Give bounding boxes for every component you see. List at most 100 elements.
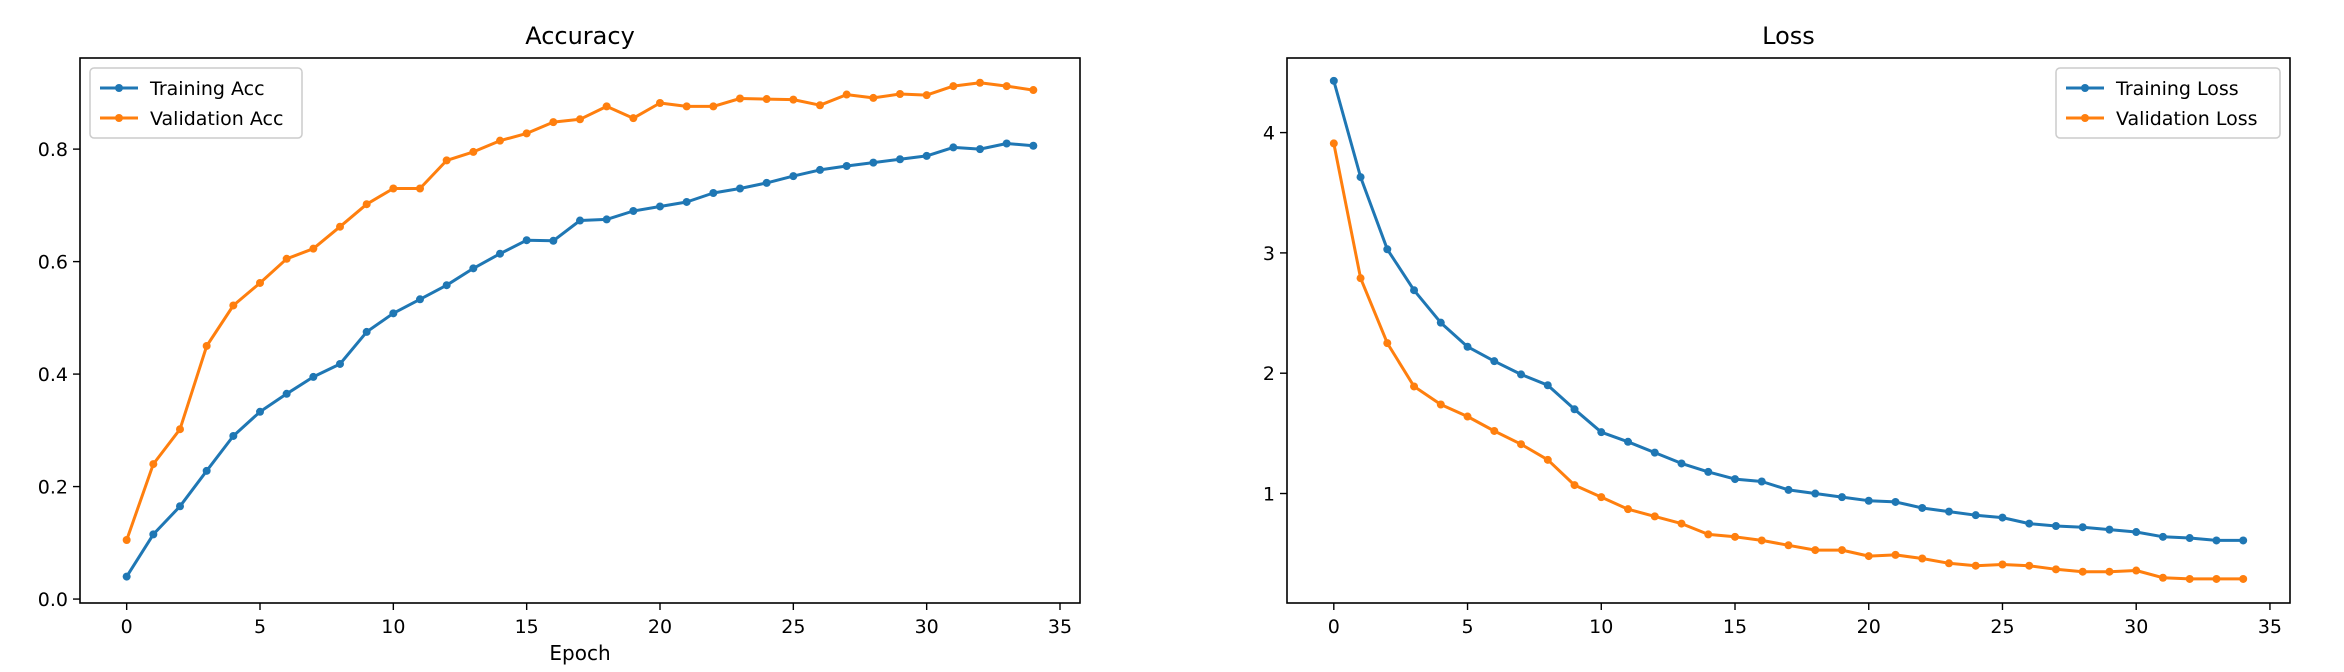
loss-legend-label: Training Loss bbox=[2115, 78, 2239, 100]
accuracy-data-point bbox=[282, 254, 291, 263]
accuracy-x-tick-label: 5 bbox=[254, 616, 266, 638]
loss-data-point bbox=[1837, 493, 1846, 502]
accuracy-data-point bbox=[709, 188, 718, 197]
accuracy-data-point bbox=[736, 94, 744, 103]
loss-x-tick-label: 25 bbox=[1990, 616, 2014, 638]
loss-data-point bbox=[1864, 552, 1873, 561]
loss-data-point bbox=[2051, 522, 2060, 531]
loss-axes-frame bbox=[1286, 57, 2291, 604]
accuracy-data-point bbox=[309, 244, 318, 253]
accuracy-data-point bbox=[389, 184, 398, 193]
accuracy-x-tick-label: 30 bbox=[915, 616, 939, 638]
accuracy-y-tick-label: 0.4 bbox=[38, 364, 68, 386]
loss-data-point bbox=[1463, 342, 1472, 351]
accuracy-data-point bbox=[842, 161, 851, 170]
loss-data-point bbox=[1517, 370, 1526, 379]
loss-data-point bbox=[1597, 493, 1606, 502]
accuracy-data-point bbox=[309, 372, 318, 381]
accuracy-data-point bbox=[976, 78, 984, 87]
loss-data-point bbox=[1784, 541, 1793, 550]
loss-data-point bbox=[1410, 286, 1419, 295]
loss-x-tick-label: 0 bbox=[1328, 616, 1340, 638]
loss-y-tick-label: 2 bbox=[1263, 363, 1275, 385]
loss-series-line bbox=[1332, 80, 2244, 542]
loss-data-point bbox=[2025, 561, 2034, 570]
accuracy-x-tick-label: 25 bbox=[781, 616, 805, 638]
accuracy-data-point bbox=[1029, 86, 1038, 95]
accuracy-legend: Training Acc Validation Acc bbox=[89, 67, 303, 139]
loss-x-tick-label: 20 bbox=[1857, 616, 1881, 638]
loss-data-point bbox=[2078, 567, 2087, 576]
loss-y-tick-label: 1 bbox=[1263, 484, 1275, 506]
accuracy-y-tick-label: 0.2 bbox=[38, 477, 68, 499]
accuracy-chart: Accuracy Epoch 0 5 10 15 20 25 30 35 0.0 0.2 0.4 0.… bbox=[38, 22, 1081, 665]
accuracy-legend-label: Training Acc bbox=[149, 78, 265, 100]
accuracy-data-point bbox=[922, 151, 931, 160]
loss-data-point bbox=[1918, 554, 1927, 563]
loss-data-point bbox=[1650, 448, 1659, 457]
loss-y-tick-label: 4 bbox=[1263, 123, 1275, 145]
accuracy-data-point bbox=[522, 129, 531, 138]
accuracy-data-point bbox=[896, 155, 904, 164]
accuracy-data-point bbox=[336, 222, 344, 231]
accuracy-data-point bbox=[949, 143, 958, 152]
loss-data-point bbox=[2158, 532, 2167, 541]
loss-data-point bbox=[1383, 339, 1392, 348]
loss-series-validation bbox=[1329, 139, 2248, 583]
loss-data-point bbox=[1971, 511, 1980, 520]
accuracy-x-tick-label: 35 bbox=[1048, 616, 1072, 638]
accuracy-data-point bbox=[816, 101, 824, 110]
accuracy-x-tick-label: 0 bbox=[121, 616, 133, 638]
accuracy-data-point bbox=[869, 93, 878, 102]
accuracy-data-point bbox=[469, 147, 478, 156]
accuracy-data-point bbox=[1002, 82, 1011, 91]
accuracy-data-point bbox=[202, 466, 211, 475]
accuracy-data-point bbox=[522, 236, 531, 245]
accuracy-series-line bbox=[125, 81, 1034, 541]
accuracy-data-point bbox=[469, 264, 478, 273]
accuracy-data-point bbox=[629, 206, 638, 215]
loss-data-point bbox=[1811, 489, 1820, 498]
accuracy-data-point bbox=[416, 295, 424, 304]
loss-data-point bbox=[1998, 560, 2007, 569]
loss-data-point bbox=[2212, 536, 2221, 545]
loss-data-point bbox=[2132, 566, 2141, 575]
accuracy-data-point bbox=[362, 327, 371, 336]
accuracy-data-point bbox=[896, 89, 904, 98]
loss-data-point bbox=[2078, 523, 2087, 532]
loss-data-point bbox=[1864, 496, 1873, 505]
loss-data-point bbox=[1624, 437, 1633, 446]
accuracy-data-point bbox=[682, 197, 691, 206]
accuracy-data-point bbox=[789, 172, 798, 181]
accuracy-data-point bbox=[629, 114, 638, 123]
accuracy-data-point bbox=[922, 91, 931, 100]
loss-legend-marker bbox=[2081, 114, 2089, 122]
accuracy-series-validation bbox=[122, 78, 1038, 545]
loss-data-point bbox=[1436, 400, 1445, 409]
accuracy-data-point bbox=[1029, 141, 1038, 150]
accuracy-data-point bbox=[682, 102, 691, 111]
accuracy-data-point bbox=[229, 431, 238, 440]
loss-data-point bbox=[2212, 574, 2221, 583]
loss-x-tick-label: 15 bbox=[1723, 616, 1747, 638]
loss-legend-marker bbox=[2081, 84, 2089, 92]
accuracy-data-point bbox=[176, 502, 184, 511]
accuracy-data-point bbox=[549, 118, 558, 127]
loss-data-point bbox=[1704, 530, 1713, 539]
accuracy-data-point bbox=[442, 156, 451, 165]
loss-data-point bbox=[1677, 459, 1686, 468]
loss-data-point bbox=[2158, 573, 2167, 582]
accuracy-data-point bbox=[416, 184, 424, 193]
accuracy-data-point bbox=[389, 309, 398, 318]
accuracy-x-tick-label: 15 bbox=[515, 616, 539, 638]
loss-data-point bbox=[1944, 507, 1953, 516]
accuracy-data-point bbox=[149, 530, 158, 539]
loss-data-point bbox=[1757, 477, 1766, 486]
accuracy-data-point bbox=[736, 184, 744, 193]
loss-x-tick-label: 30 bbox=[2124, 616, 2148, 638]
loss-data-point bbox=[1677, 519, 1686, 528]
accuracy-x-tick-label: 10 bbox=[381, 616, 405, 638]
loss-data-point bbox=[1543, 381, 1552, 390]
loss-data-point bbox=[1356, 274, 1365, 283]
